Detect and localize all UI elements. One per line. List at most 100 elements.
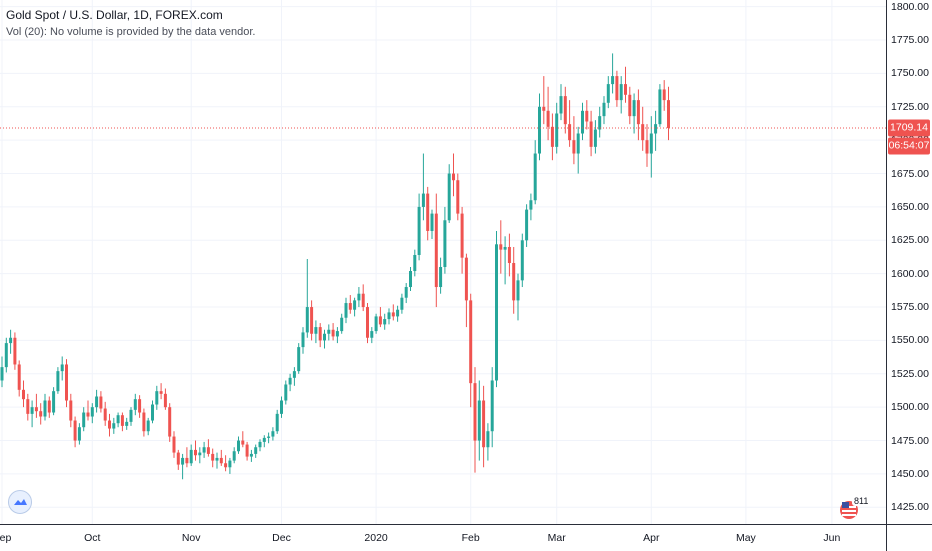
candle-body (120, 415, 124, 426)
candle-body (430, 213, 434, 231)
candle-down (26, 393, 30, 421)
candle-down (194, 440, 197, 461)
candle-up (129, 407, 133, 426)
candle-body (0, 367, 4, 381)
time-axis[interactable]: Sep Oct Nov Dec 2020 Feb Mar Apr May Jun (0, 524, 886, 551)
candle-body (598, 116, 602, 130)
candle-up (232, 447, 236, 464)
price-tick-label: 1725.00 (891, 100, 929, 113)
candle-up (353, 297, 357, 317)
candle-down (103, 401, 107, 426)
candle-body (194, 449, 197, 456)
candle-body (378, 316, 382, 325)
candle-body (69, 400, 73, 421)
candle-body (396, 309, 400, 317)
candle-body (181, 457, 185, 465)
candle-body (456, 180, 460, 214)
price-axis[interactable]: 1425.00 1450.00 1475.00 1500.00 1525.00 1550.… (886, 0, 932, 524)
candle-up (146, 417, 150, 436)
candle-body (529, 200, 533, 210)
candle-up (82, 407, 86, 432)
candle-body (26, 399, 30, 414)
candle-body (288, 377, 292, 385)
candle-body (228, 460, 232, 468)
candle-body (284, 384, 288, 401)
candle-down (662, 80, 666, 111)
candle-body (482, 400, 486, 448)
candle-body (495, 244, 498, 381)
candle-up (559, 84, 563, 121)
candle-up (387, 308, 391, 325)
candle-up (112, 417, 116, 434)
candle-down (331, 323, 335, 341)
candle-up (228, 457, 232, 474)
candle-body (383, 319, 387, 325)
candle-up (404, 283, 408, 304)
price-tick-label: 1575.00 (891, 301, 929, 314)
price-tick-label: 1450.00 (891, 467, 929, 480)
candle-down (568, 100, 572, 147)
candle-down (563, 86, 567, 134)
candle-up (503, 236, 507, 285)
candle-down (206, 439, 210, 457)
candle-up (254, 444, 258, 458)
candle-up (447, 164, 451, 223)
candle-up (525, 204, 529, 247)
candle-up (495, 230, 498, 388)
candle-body (219, 457, 223, 464)
candle-down (219, 449, 223, 466)
candle-up (297, 343, 301, 374)
chart-title[interactable]: Gold Spot / U.S. Dollar, 1D, FOREX.com (6, 8, 223, 22)
candle-body (525, 209, 529, 241)
candle-up (516, 273, 520, 321)
candle-body (43, 400, 47, 417)
tradingview-cloud-icon[interactable] (8, 490, 32, 514)
candle-down (34, 393, 38, 418)
candle-body (632, 100, 636, 117)
candle-down (17, 360, 21, 397)
candle-down (667, 86, 670, 141)
candle-body (267, 436, 271, 438)
candle-body (155, 391, 159, 405)
time-tick-label: Nov (181, 532, 201, 544)
candle-down (86, 400, 90, 421)
candle-up (340, 313, 344, 334)
candle-body (413, 254, 417, 272)
candle-body (280, 400, 283, 414)
candle-body (391, 312, 395, 317)
candle-body (125, 421, 129, 426)
candle-down (69, 393, 73, 428)
chart-area[interactable]: Gold Spot / U.S. Dollar, 1D, FOREX.com V… (0, 0, 886, 524)
candle-up (52, 387, 56, 416)
candle-body (426, 193, 430, 231)
candle-body (151, 404, 154, 421)
candle-body (348, 303, 352, 310)
candle-up (280, 396, 283, 418)
candle-body (318, 327, 322, 341)
candle-down (65, 359, 68, 408)
candle-up (357, 287, 361, 308)
candle-body (301, 332, 305, 348)
candle-body (22, 389, 25, 400)
candle-up (538, 93, 541, 161)
candle-down (366, 303, 369, 344)
candle-body (353, 300, 357, 310)
volume-indicator-label[interactable]: Vol (20): No volume is provided by the d… (6, 26, 256, 38)
candle-up (658, 84, 662, 127)
candle-up (9, 329, 13, 354)
candle-down (636, 89, 640, 141)
candle-body (624, 84, 627, 95)
candle-up (271, 427, 275, 441)
candle-body (237, 440, 240, 452)
candle-up (60, 356, 64, 381)
candle-up (43, 393, 47, 421)
candle-up (4, 337, 8, 373)
candle-down (159, 383, 163, 400)
candle-down (507, 233, 511, 277)
candle-body (533, 153, 537, 201)
candle-up (116, 412, 120, 428)
candle-body (611, 76, 615, 85)
candle-down (39, 403, 43, 425)
candle-body (464, 257, 468, 301)
candle-up (413, 249, 417, 277)
